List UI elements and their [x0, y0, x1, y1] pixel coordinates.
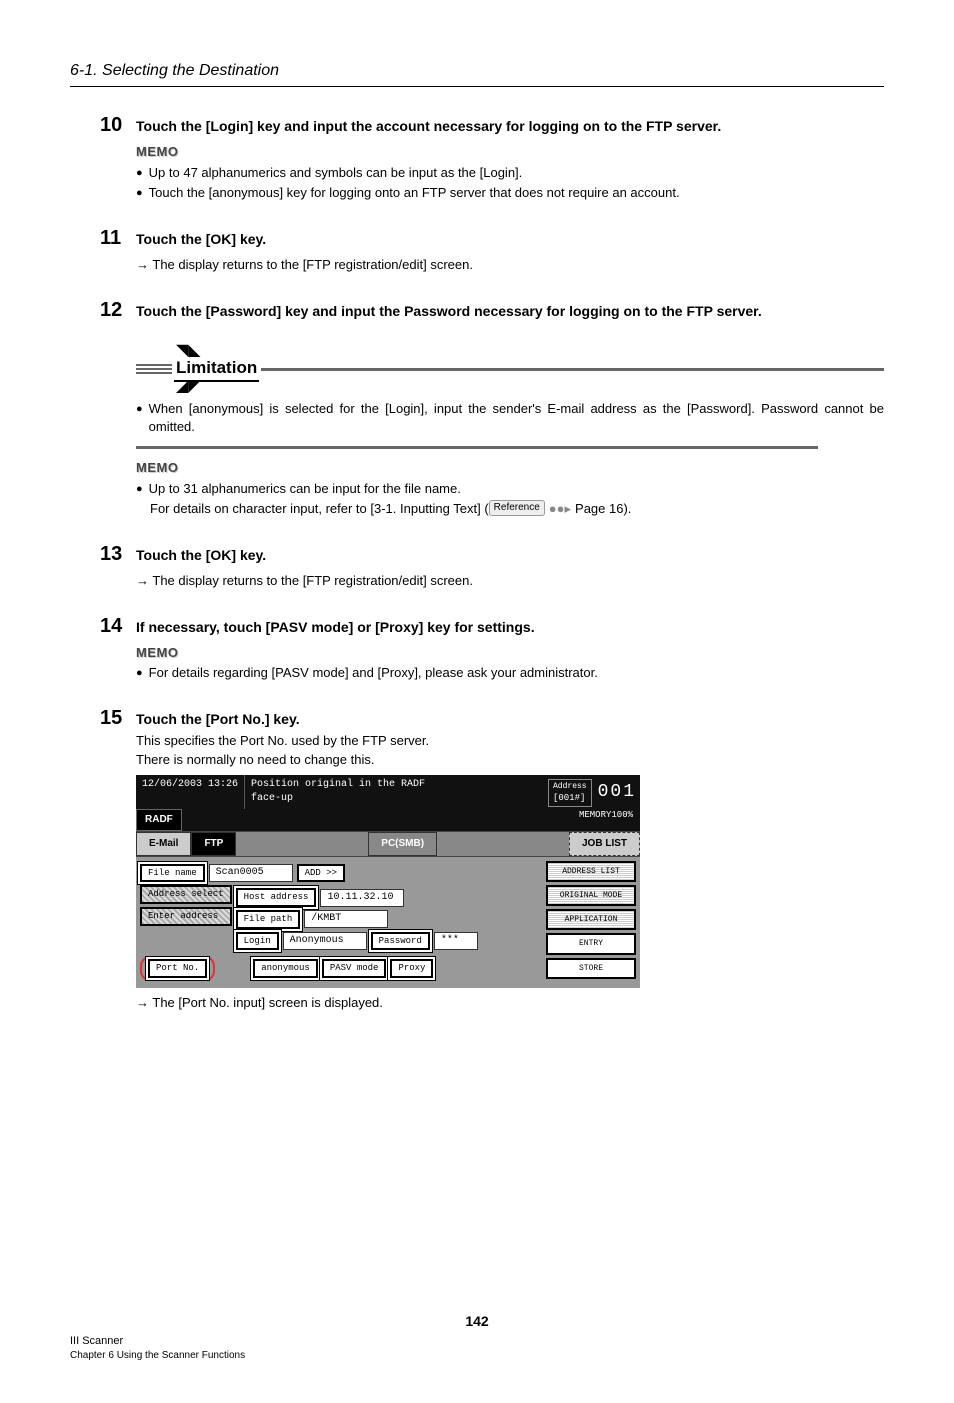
step-15: 15 Touch the [Port No.] key. This specif…	[100, 704, 884, 1012]
ss-address-select-button[interactable]: Address select	[140, 885, 232, 904]
ss-login-value: Anonymous	[283, 932, 367, 950]
reference-badge: Reference	[489, 500, 545, 516]
ss-add-button[interactable]: ADD >>	[297, 864, 345, 883]
ss-address-box: Address [001#]	[548, 779, 592, 807]
step-number: 15	[100, 704, 136, 732]
step-result: The [Port No. input] screen is displayed…	[136, 994, 884, 1012]
memo-text: Touch the [anonymous] key for logging on…	[149, 184, 680, 202]
step-10: 10 Touch the [Login] key and input the a…	[100, 111, 884, 202]
step-number: 10	[100, 111, 136, 139]
memo-item: ●For details regarding [PASV mode] and […	[136, 664, 884, 682]
memo-text: Up to 31 alphanumerics can be input for …	[149, 480, 461, 498]
page-number: 142	[70, 1312, 884, 1332]
memo-text-suffix: Page 16).	[575, 500, 631, 518]
ss-file-name-value: Scan0005	[209, 864, 293, 882]
step-number: 13	[100, 540, 136, 568]
step-title: Touch the [Password] key and input the P…	[136, 302, 884, 322]
step-number: 14	[100, 612, 136, 640]
step-title: Touch the [OK] key.	[136, 546, 884, 566]
page-footer: 142 III Scanner Chapter 6 Using the Scan…	[70, 1312, 884, 1363]
ss-password-button[interactable]: Password	[371, 932, 430, 951]
ss-application-button[interactable]: APPLICATION	[546, 909, 636, 930]
lcd-screenshot: 12/06/2003 13:26 Position original in th…	[136, 775, 640, 988]
ss-tab-email[interactable]: E-Mail	[136, 832, 191, 856]
ss-file-name-button[interactable]: File name	[140, 864, 205, 883]
limitation-right-bar	[261, 368, 884, 371]
memo-label: MEMO	[136, 459, 884, 477]
step-result: The display returns to the [FTP registra…	[136, 572, 884, 590]
ss-pasv-mode-button[interactable]: PASV mode	[322, 959, 387, 978]
ss-original-mode-button[interactable]: ORIGINAL MODE	[546, 885, 636, 906]
step-13: 13 Touch the [OK] key. The display retur…	[100, 540, 884, 590]
ss-login-button[interactable]: Login	[236, 932, 279, 951]
step-title: Touch the [Port No.] key.	[136, 710, 884, 730]
ss-password-value: ***	[434, 932, 478, 950]
ss-store-button[interactable]: STORE	[546, 958, 636, 979]
memo-item: ●Touch the [anonymous] key for logging o…	[136, 184, 884, 202]
step-title: If necessary, touch [PASV mode] or [Prox…	[136, 618, 884, 638]
memo-item: For details on character input, refer to…	[150, 500, 884, 518]
step-11: 11 Touch the [OK] key. The display retur…	[100, 224, 884, 274]
ss-radf-label: RADF	[136, 809, 182, 831]
step-body-line: This specifies the Port No. used by the …	[136, 732, 884, 750]
step-number: 11	[100, 224, 136, 252]
ss-memory-digits: 001	[598, 780, 636, 805]
ss-timestamp: 12/06/2003 13:26	[136, 775, 245, 809]
ss-address-list-button[interactable]: ADDRESS LIST	[546, 861, 636, 882]
step-12-memo: MEMO ●Up to 31 alphanumerics can be inpu…	[100, 459, 884, 518]
step-title: Touch the [Login] key and input the acco…	[136, 117, 884, 137]
memo-item: ●Up to 31 alphanumerics can be input for…	[136, 480, 884, 498]
ss-file-path-value: /KMBT	[304, 910, 388, 928]
memo-text: For details regarding [PASV mode] and [P…	[149, 664, 598, 682]
ss-tab-ftp[interactable]: FTP	[191, 832, 236, 856]
memo-text-prefix: For details on character input, refer to…	[150, 500, 489, 518]
ss-host-address-button[interactable]: Host address	[236, 888, 317, 907]
footer-chapter: Chapter 6 Using the Scanner Functions	[70, 1349, 884, 1363]
limitation-closer-bar	[136, 446, 818, 449]
step-12: 12 Touch the [Password] key and input th…	[100, 296, 884, 324]
limitation-top-icon: ◥◣	[176, 346, 884, 356]
ss-file-path-button[interactable]: File path	[236, 910, 301, 929]
limitation-left-bars	[136, 364, 172, 374]
ss-tab-joblist[interactable]: JOB LIST	[569, 832, 640, 856]
memo-text: Up to 47 alphanumerics and symbols can b…	[149, 164, 523, 182]
limitation-bottom-icon: ◢◤	[176, 382, 884, 392]
section-header: 6-1. Selecting the Destination	[70, 60, 884, 87]
step-number: 12	[100, 296, 136, 324]
footer-part: III Scanner	[70, 1334, 884, 1349]
ss-tab-pc[interactable]: PC(SMB)	[368, 832, 437, 856]
dots-icon: ●●▸	[549, 500, 571, 518]
memo-item: ●Up to 47 alphanumerics and symbols can …	[136, 164, 884, 182]
ss-port-no-button[interactable]: Port No.	[148, 959, 207, 978]
limitation-block: ◥◣ Limitation ◢◤ ●When [anonymous] is se…	[136, 346, 884, 436]
step-result: The display returns to the [FTP registra…	[136, 256, 884, 274]
memo-label: MEMO	[136, 644, 884, 662]
ss-proxy-button[interactable]: Proxy	[390, 959, 433, 978]
ss-enter-address-button[interactable]: Enter address	[140, 907, 232, 926]
step-body-line: There is normally no need to change this…	[136, 751, 884, 769]
ss-port-no-highlight: Port No.	[140, 956, 215, 981]
ss-instruction: Position original in the RADF face-up	[245, 775, 542, 809]
limitation-text: When [anonymous] is selected for the [Lo…	[149, 400, 884, 436]
memo-label: MEMO	[136, 143, 884, 161]
ss-address-value: [001#]	[553, 792, 587, 805]
ss-entry-button[interactable]: ENTRY	[546, 933, 636, 954]
limitation-item: ●When [anonymous] is selected for the [L…	[136, 400, 884, 436]
step-14: 14 If necessary, touch [PASV mode] or [P…	[100, 612, 884, 682]
ss-anonymous-button[interactable]: anonymous	[253, 959, 318, 978]
ss-memory-label: MEMORY100%	[546, 809, 636, 822]
ss-host-address-value: 10.11.32.10	[320, 889, 404, 907]
ss-address-label: Address	[553, 781, 587, 792]
step-title: Touch the [OK] key.	[136, 230, 884, 250]
